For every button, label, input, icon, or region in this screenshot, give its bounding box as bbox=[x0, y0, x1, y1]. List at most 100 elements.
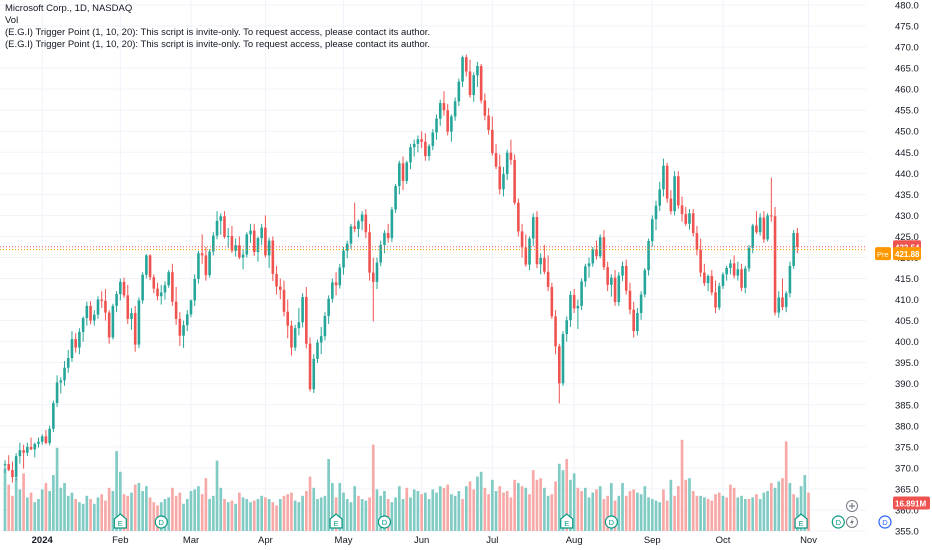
y-tick-label: 355.0 bbox=[895, 527, 919, 538]
volume-value: 16.891M bbox=[895, 500, 926, 509]
volume-bar bbox=[271, 502, 275, 531]
volume-bar bbox=[7, 484, 11, 531]
volume-bar bbox=[401, 499, 405, 531]
volume-legend[interactable]: Vol bbox=[5, 15, 19, 26]
volume-bar bbox=[710, 500, 714, 531]
indicator-legend-2[interactable]: (E.G.I) Trigger Point (1, 10, 20): This … bbox=[5, 39, 431, 50]
plus-icon[interactable] bbox=[846, 500, 858, 512]
volume-bar bbox=[331, 483, 334, 531]
candle-body bbox=[119, 281, 122, 295]
candle-body bbox=[643, 270, 647, 295]
candle-body bbox=[357, 221, 360, 229]
pre-label: Pre bbox=[877, 250, 889, 259]
volume-bar bbox=[52, 475, 55, 531]
earnings-icon[interactable]: E bbox=[329, 513, 343, 529]
volume-bar bbox=[416, 491, 420, 531]
candles bbox=[3, 54, 799, 483]
candle-body bbox=[152, 277, 156, 289]
volume-bar bbox=[755, 494, 758, 531]
dividend-icon[interactable]: D bbox=[831, 515, 845, 529]
candle-body bbox=[40, 436, 44, 442]
candle-body bbox=[107, 312, 111, 338]
volume-bar bbox=[85, 495, 89, 531]
flash-icon[interactable] bbox=[846, 516, 858, 528]
y-tick-label: 410.0 bbox=[895, 295, 919, 306]
candle-body bbox=[788, 265, 792, 294]
dividend-marker-shape bbox=[831, 515, 845, 529]
candle-body bbox=[494, 153, 498, 167]
candle-body bbox=[70, 339, 74, 359]
volume-bar bbox=[461, 499, 464, 531]
candle-body bbox=[773, 216, 777, 313]
volume-bar bbox=[405, 487, 409, 531]
volume-bar bbox=[803, 475, 807, 531]
candle-body bbox=[197, 253, 200, 279]
symbol-title[interactable]: Microsoft Corp., 1D, NASDAQ bbox=[5, 3, 133, 14]
volume-bar bbox=[442, 487, 446, 531]
volume-bar bbox=[301, 495, 304, 531]
volume-bar bbox=[807, 492, 810, 531]
earnings-icon[interactable]: E bbox=[794, 513, 808, 529]
dividend-icon[interactable]: D bbox=[878, 515, 892, 529]
volume-bar bbox=[230, 500, 234, 531]
volume-bar bbox=[740, 495, 743, 531]
earnings-marker-label: E bbox=[334, 519, 339, 528]
candle-body bbox=[695, 233, 699, 250]
dividend-icon[interactable]: D bbox=[154, 515, 168, 529]
earnings-icon[interactable]: E bbox=[113, 513, 127, 529]
candle-body bbox=[29, 446, 33, 450]
volume-bar bbox=[424, 492, 427, 531]
volume-bar bbox=[520, 486, 524, 531]
candle-body bbox=[717, 286, 721, 308]
dividend-marker-label: D bbox=[159, 518, 165, 527]
volume-bar bbox=[141, 491, 144, 531]
candle-body bbox=[122, 281, 126, 296]
candle-body bbox=[699, 249, 702, 273]
candle-body bbox=[524, 247, 528, 265]
candle-body bbox=[650, 219, 654, 242]
volume-bar bbox=[18, 489, 22, 531]
y-tick-label: 365.0 bbox=[895, 484, 919, 495]
volume-bar bbox=[721, 495, 725, 531]
candle-body bbox=[684, 214, 688, 224]
y-tick-label: 455.0 bbox=[895, 106, 919, 117]
price-axis[interactable]: 355.0 360.0 365.0 370.0 375.0 380.0 385.0 390.0… bbox=[895, 1, 919, 538]
candle-body bbox=[316, 342, 319, 359]
volume-bar bbox=[762, 492, 766, 531]
dividend-marker-label: D bbox=[836, 518, 842, 527]
candle-body bbox=[267, 240, 271, 256]
y-tick-label: 380.0 bbox=[895, 421, 919, 432]
candle-body bbox=[565, 320, 569, 335]
candle-body bbox=[624, 265, 628, 291]
volume-bar bbox=[490, 479, 494, 531]
indicator-legend-1[interactable]: (E.G.I) Trigger Point (1, 10, 20): This … bbox=[5, 27, 431, 38]
time-axis[interactable]: 2024 Feb Mar Apr May Jun Jul Aug Sep Oct Nov bbox=[32, 535, 818, 546]
candle-body bbox=[766, 215, 769, 240]
candle-body bbox=[424, 141, 427, 157]
volume-bar bbox=[211, 495, 215, 531]
volume-bar bbox=[215, 460, 219, 531]
dividend-icon[interactable]: D bbox=[604, 515, 618, 529]
volume-bar bbox=[766, 491, 769, 531]
candle-body bbox=[74, 339, 77, 348]
x-tick-label: Jul bbox=[486, 535, 498, 546]
candle-body bbox=[271, 240, 275, 274]
volume-bar bbox=[714, 494, 717, 531]
volume-bar bbox=[751, 497, 755, 531]
volume-bar bbox=[688, 478, 691, 531]
volume-bar bbox=[223, 499, 226, 531]
candle-body bbox=[133, 313, 137, 345]
earnings-icon[interactable]: E bbox=[560, 513, 574, 529]
volume-bar bbox=[539, 478, 543, 531]
candle-body bbox=[517, 202, 520, 232]
volume-bar bbox=[145, 486, 148, 531]
candle-body bbox=[368, 232, 371, 273]
candle-body bbox=[680, 205, 684, 215]
candle-body bbox=[18, 450, 22, 457]
volume-bar bbox=[252, 500, 256, 531]
volume-bar bbox=[11, 495, 14, 531]
y-tick-label: 375.0 bbox=[895, 442, 919, 453]
dividend-icon[interactable]: D bbox=[377, 515, 392, 529]
